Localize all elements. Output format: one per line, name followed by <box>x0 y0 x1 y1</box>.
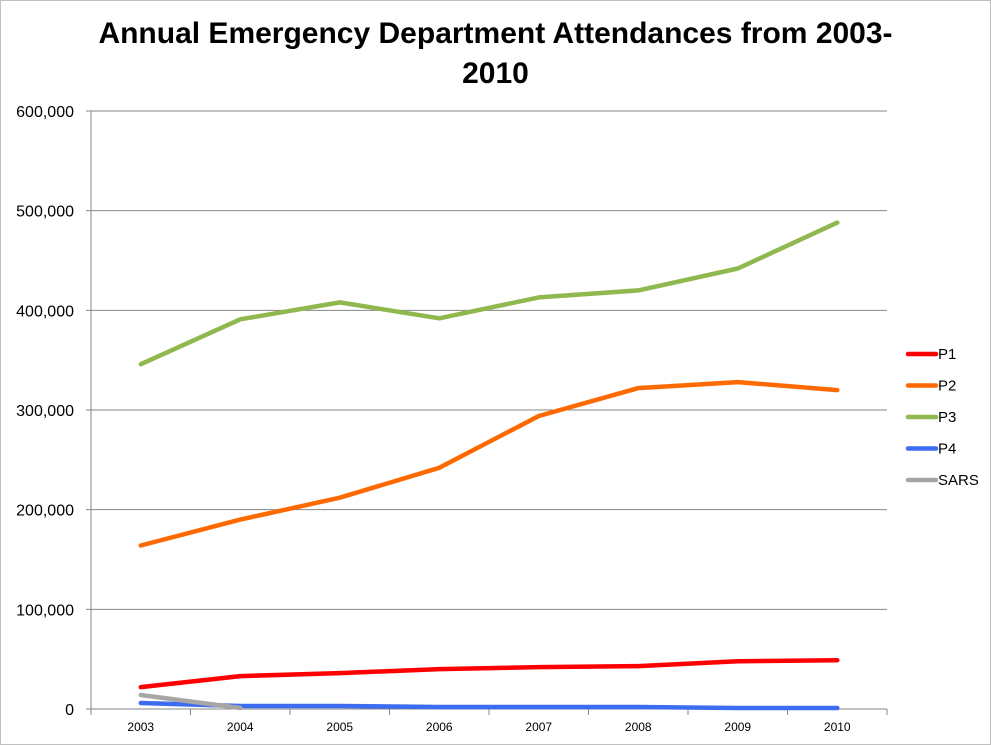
series-line-p2 <box>138 379 840 548</box>
gridlines <box>91 110 887 610</box>
legend-item-sars: SARS <box>905 472 979 489</box>
x-tick-label: 2003 <box>127 720 154 734</box>
series-line-p4 <box>138 700 840 711</box>
legend-item-p2: P2 <box>905 378 956 395</box>
x-tick-label: 2010 <box>824 720 851 734</box>
series-lines <box>138 220 840 711</box>
series-line-sars <box>138 692 243 711</box>
y-tick-label: 600,000 <box>16 104 74 121</box>
y-axis-ticks: 0 100,000 200,000 300,000 400,000 500,000 600,… <box>16 104 91 719</box>
x-tick-label: 2008 <box>625 720 652 734</box>
y-tick-label: 0 <box>65 702 74 719</box>
legend-label: P3 <box>938 409 956 426</box>
legend-item-p1: P1 <box>905 346 956 363</box>
legend: P1 P2 P3 P4 SARS <box>905 346 979 489</box>
chart-title-line-2: 2010 <box>462 57 529 90</box>
y-tick-label: 200,000 <box>16 503 74 520</box>
x-tick-label: 2004 <box>227 720 254 734</box>
chart-title: Annual Emergency Department Attendances … <box>0 14 991 94</box>
y-tick-label: 500,000 <box>16 204 74 221</box>
y-tick-label: 400,000 <box>16 303 74 320</box>
x-tick-label: 2009 <box>724 720 751 734</box>
legend-label: SARS <box>938 472 979 489</box>
x-tick-label: 2007 <box>525 720 552 734</box>
legend-label: P2 <box>938 378 956 395</box>
legend-label: P1 <box>938 346 956 363</box>
y-tick-label: 100,000 <box>16 602 74 619</box>
y-tick-label: 300,000 <box>16 403 74 420</box>
chart-title-line-1: Annual Emergency Department Attendances … <box>98 17 893 50</box>
x-tick-label: 2006 <box>426 720 453 734</box>
series-line-p1 <box>138 657 840 690</box>
series-line-p3 <box>138 220 840 367</box>
legend-item-p3: P3 <box>905 409 956 426</box>
x-tick-label: 2005 <box>326 720 353 734</box>
x-axis-ticks: 2003 2004 2005 2006 2007 2008 2009 2010 <box>90 709 888 734</box>
legend-label: P4 <box>938 441 956 458</box>
legend-item-p4: P4 <box>905 441 956 458</box>
